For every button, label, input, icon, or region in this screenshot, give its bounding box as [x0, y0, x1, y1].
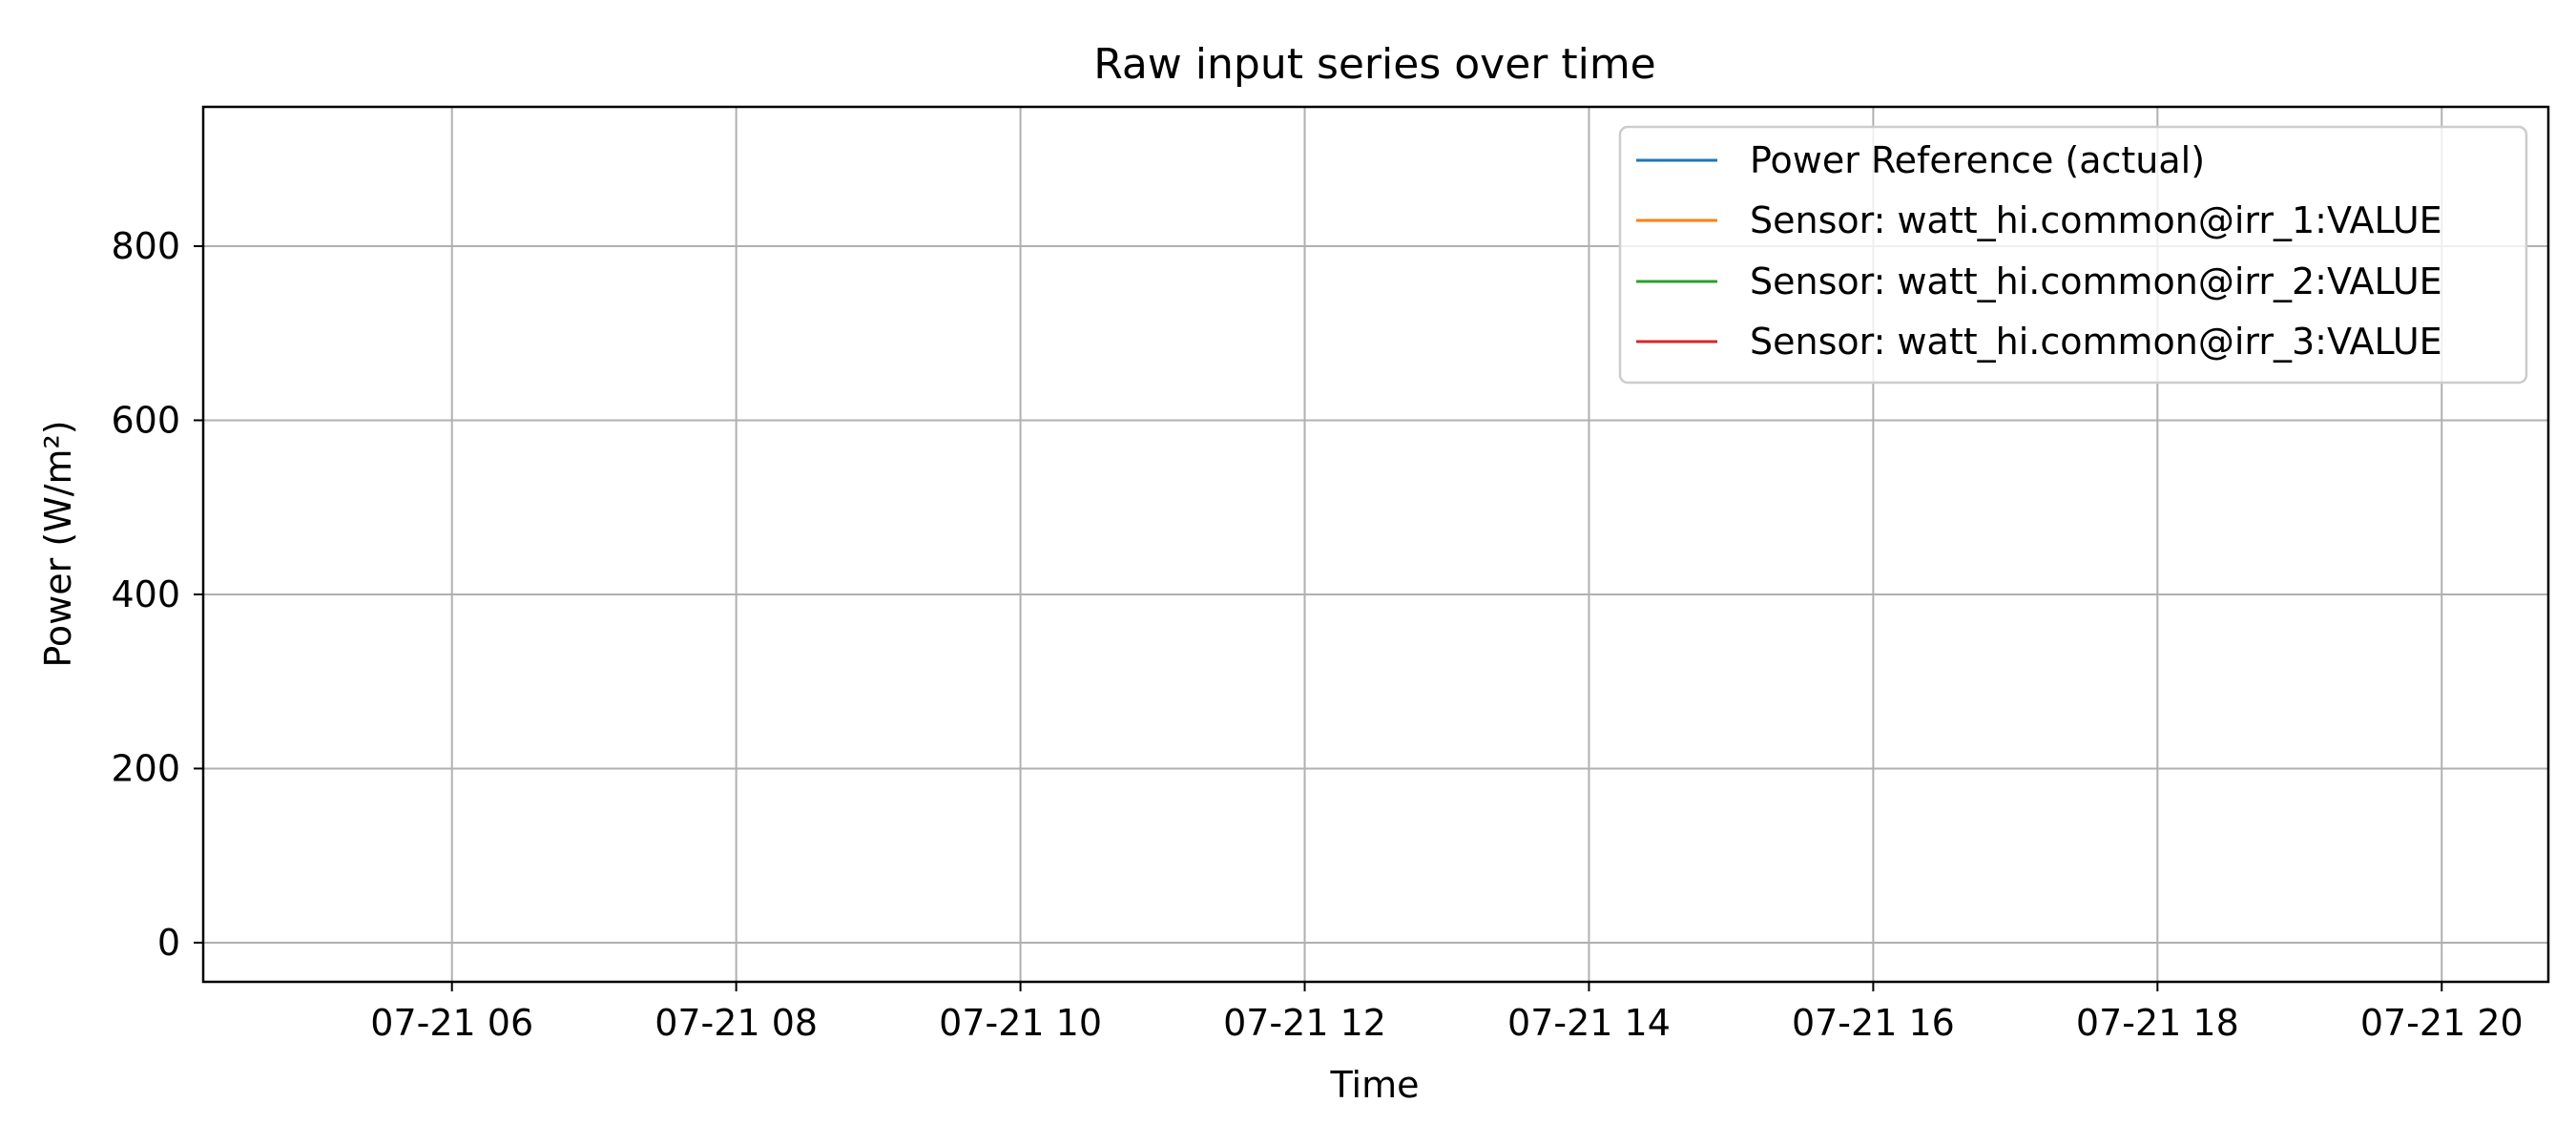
y-tick-label: 400 [111, 573, 180, 615]
x-tick-label: 07-21 06 [370, 1002, 533, 1044]
y-tick-label: 0 [157, 922, 180, 964]
y-tick-label: 800 [111, 225, 180, 267]
legend-box [1618, 125, 2528, 385]
y-tick-label: 200 [111, 747, 180, 789]
x-tick-label: 07-21 08 [654, 1002, 818, 1044]
x-tick-label: 07-21 12 [1223, 1002, 1386, 1044]
x-tick-label: 07-21 20 [2360, 1002, 2524, 1044]
legend-label-2: Sensor: watt_hi.common@irr_1:VALUE [1750, 199, 2442, 241]
x-tick-label: 07-21 16 [1792, 1002, 1955, 1044]
x-axis-ticks: 07-21 06 07-21 08 07-21 10 07-21 12 07-21 14… [370, 982, 2524, 1044]
y-tick-label: 600 [111, 399, 180, 441]
chart-title: Raw input series over time [1093, 40, 1656, 89]
y-axis-label: Power (W/m²) [37, 420, 79, 667]
y-axis-ticks: 0 200 400 600 800 [111, 225, 203, 964]
legend-label-4: Sensor: watt_hi.common@irr_3:VALUE [1750, 321, 2442, 363]
x-tick-label: 07-21 18 [2076, 1002, 2239, 1044]
x-tick-label: 07-21 14 [1507, 1002, 1671, 1044]
x-tick-label: 07-21 10 [939, 1002, 1102, 1044]
legend-label-1: Power Reference (actual) [1750, 139, 2205, 181]
plot-area-frame [201, 105, 2550, 984]
legend-label-3: Sensor: watt_hi.common@irr_2:VALUE [1750, 260, 2442, 302]
x-axis-label: Time [1330, 1064, 1420, 1106]
legend: Power Reference (actual) Sensor: watt_hi.… [1618, 125, 2528, 385]
